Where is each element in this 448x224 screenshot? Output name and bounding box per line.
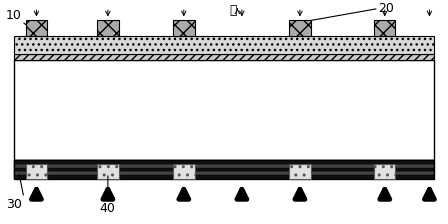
Bar (14, 175, 434, 179)
Bar (374, 164, 396, 179)
Bar (97, 20, 119, 36)
Bar (26, 20, 47, 36)
Bar (14, 171, 434, 175)
Bar (14, 60, 434, 160)
Bar (97, 164, 119, 179)
Bar (26, 164, 47, 179)
Text: 20: 20 (378, 2, 394, 15)
Bar (14, 54, 434, 60)
Text: 30: 30 (6, 198, 22, 211)
Bar (289, 164, 310, 179)
Bar (14, 160, 434, 179)
Bar (374, 20, 396, 36)
Bar (14, 36, 434, 54)
Text: 40: 40 (99, 202, 115, 215)
Bar (173, 164, 194, 179)
Bar (173, 20, 194, 36)
Bar (289, 20, 310, 36)
Bar (14, 168, 434, 171)
Bar (14, 160, 434, 164)
Text: 10: 10 (6, 9, 22, 22)
Bar (14, 164, 434, 168)
Text: 光: 光 (229, 4, 237, 17)
